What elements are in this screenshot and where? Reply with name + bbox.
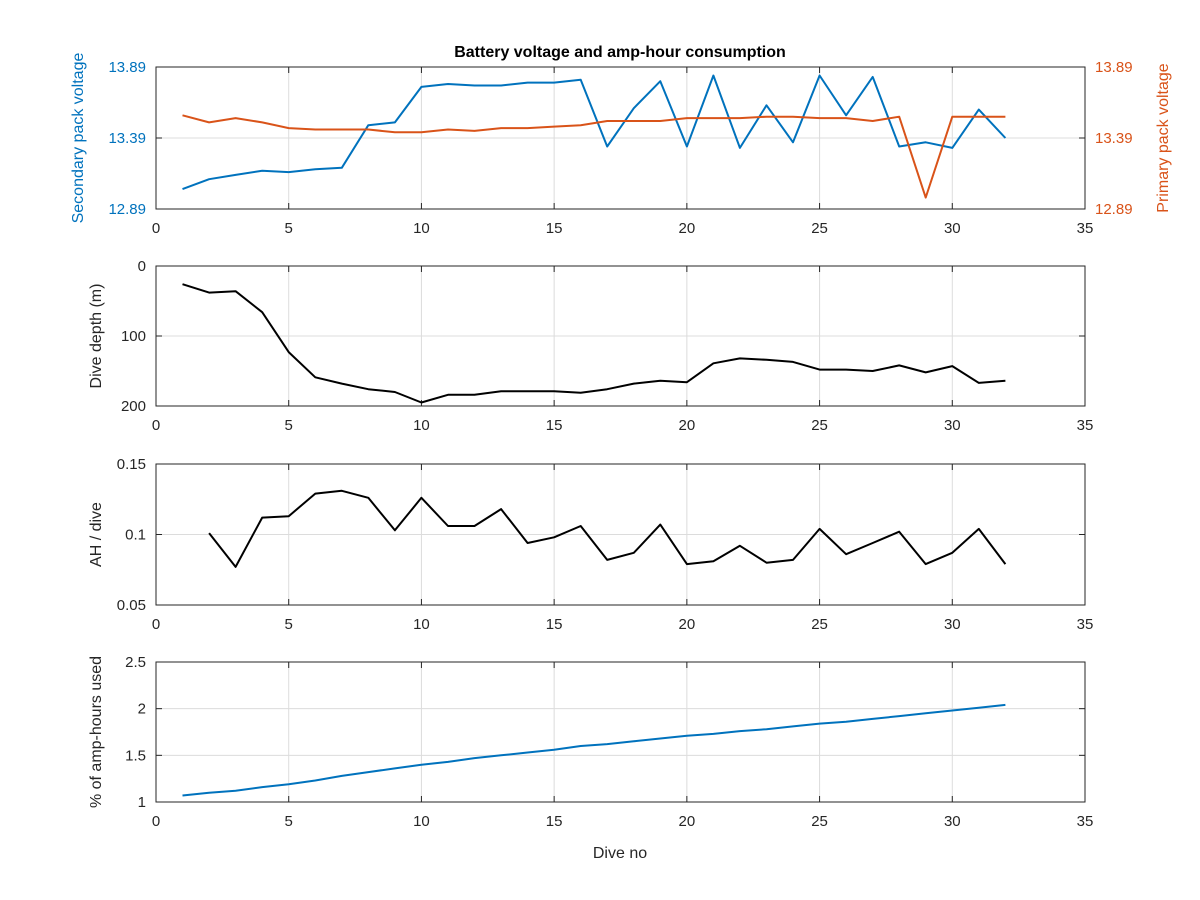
x-tick-label: 35 bbox=[1077, 220, 1094, 237]
axes-box bbox=[155, 661, 1086, 803]
x-tick-label: 25 bbox=[811, 417, 828, 434]
x-tick-label: 5 bbox=[285, 813, 293, 830]
series-line-1 bbox=[208, 489, 1007, 568]
x-tick-label: 20 bbox=[679, 813, 696, 830]
x-tick-label: 5 bbox=[285, 220, 293, 237]
x-tick-label: 30 bbox=[944, 813, 961, 830]
figure-title: Battery voltage and amp-hour consumption bbox=[454, 44, 786, 61]
series-line-1 bbox=[182, 283, 1006, 404]
subplot-1: 0 5 10 15 20 25 30 3512.8913.3913.8912.8913.391… bbox=[70, 53, 1172, 237]
x-tick-label: 10 bbox=[413, 417, 430, 434]
y-axis-label: AH / dive bbox=[88, 502, 105, 567]
subplots: 0 5 10 15 20 25 30 3512.8913.3913.8912.8913.391… bbox=[70, 53, 1172, 830]
x-axis-label: Dive no bbox=[593, 845, 647, 862]
y-right-tick-label: 12.89 bbox=[1095, 201, 1133, 218]
x-tick-label: 0 bbox=[152, 813, 160, 830]
x-tick-label: 15 bbox=[546, 616, 563, 633]
y-right-tick-label: 13.39 bbox=[1095, 130, 1133, 147]
series-line-1 bbox=[182, 74, 1007, 191]
y-tick-label: 12.89 bbox=[108, 201, 146, 218]
x-tick-label: 5 bbox=[285, 616, 293, 633]
y-tick-label: 13.39 bbox=[108, 130, 146, 147]
x-tick-label: 10 bbox=[413, 813, 430, 830]
x-tick-label: 10 bbox=[413, 616, 430, 633]
y-tick-label: 0 bbox=[138, 258, 146, 275]
subplot-3: 0 5 10 15 20 25 30 35 0.05 0.1 0.15 AH / dive bbox=[88, 456, 1093, 633]
y-axis-label: Secondary pack voltage bbox=[70, 53, 87, 224]
x-tick-label: 15 bbox=[546, 417, 563, 434]
y-tick-label: 0.05 bbox=[117, 597, 146, 614]
y-right-tick-label: 13.89 bbox=[1095, 59, 1133, 76]
x-tick-label: 10 bbox=[413, 220, 430, 237]
x-tick-label: 25 bbox=[811, 813, 828, 830]
x-tick-label: 20 bbox=[679, 417, 696, 434]
y-tick-label: 2.5 bbox=[125, 654, 146, 671]
y-tick-label: 1 bbox=[138, 794, 146, 811]
y-tick-label: 200 bbox=[121, 398, 146, 415]
y-tick-label: 2 bbox=[138, 701, 146, 718]
y-right-axis-label: Primary pack voltage bbox=[1155, 63, 1172, 212]
series-line-1 bbox=[182, 703, 1006, 797]
x-tick-label: 30 bbox=[944, 616, 961, 633]
x-tick-label: 0 bbox=[152, 417, 160, 434]
x-tick-label: 15 bbox=[546, 813, 563, 830]
y-axis-label: Dive depth (m) bbox=[88, 284, 105, 389]
y-axis-label: % of amp-hours used bbox=[88, 656, 105, 808]
x-tick-label: 35 bbox=[1077, 813, 1094, 830]
x-tick-label: 30 bbox=[944, 417, 961, 434]
x-tick-label: 20 bbox=[679, 616, 696, 633]
x-tick-label: 35 bbox=[1077, 417, 1094, 434]
x-tick-label: 35 bbox=[1077, 616, 1094, 633]
y-tick-label: 1.5 bbox=[125, 747, 146, 764]
y-tick-label: 0.1 bbox=[125, 527, 146, 544]
series-line-2 bbox=[182, 114, 1006, 199]
y-tick-label: 13.89 bbox=[108, 59, 146, 76]
x-tick-label: 0 bbox=[152, 616, 160, 633]
x-tick-label: 25 bbox=[811, 616, 828, 633]
x-tick-label: 25 bbox=[811, 220, 828, 237]
x-tick-label: 15 bbox=[546, 220, 563, 237]
x-tick-label: 30 bbox=[944, 220, 961, 237]
subplot-2: 0 5 10 15 20 25 30 35 0 100 200 Dive depth (m) bbox=[88, 258, 1093, 434]
x-tick-label: 0 bbox=[152, 220, 160, 237]
x-tick-label: 20 bbox=[679, 220, 696, 237]
x-tick-label: 5 bbox=[285, 417, 293, 434]
subplot-4: 0 5 10 15 20 25 30 35 1 1.5 2 2.5 % of amp-hours use… bbox=[88, 654, 1093, 830]
y-tick-label: 100 bbox=[121, 328, 146, 345]
y-tick-label: 0.15 bbox=[117, 456, 146, 473]
